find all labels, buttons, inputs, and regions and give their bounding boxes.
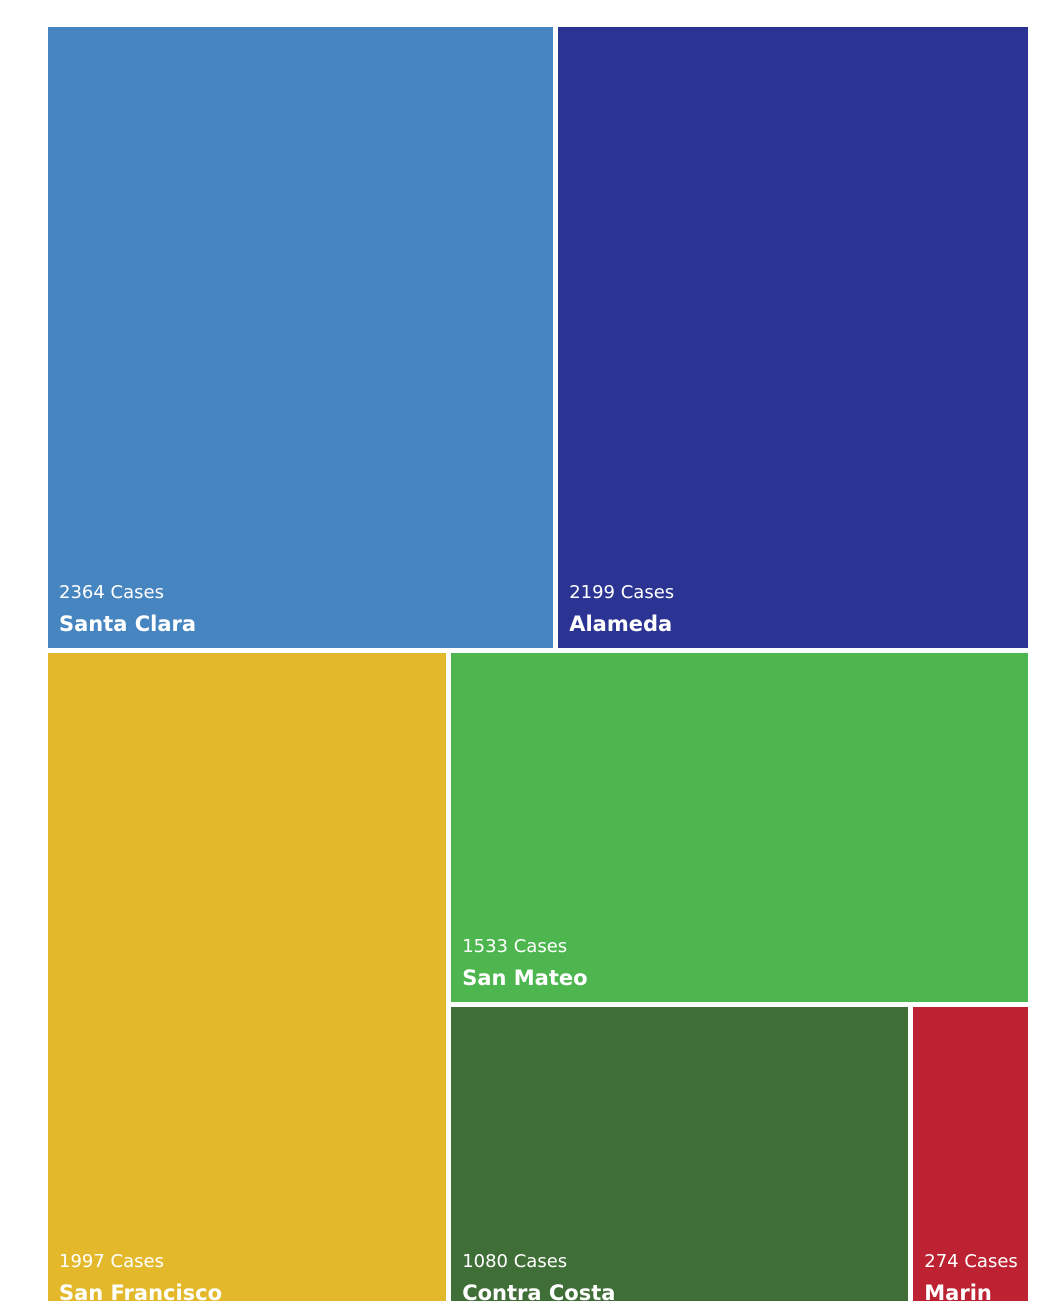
tile-name-label: Santa Clara	[59, 611, 197, 636]
tile-contra-costa: 1080 Cases Contra Costa	[451, 1006, 909, 1301]
tile-count-label: 2364 Cases	[59, 581, 164, 603]
tile-alameda: 2199 Cases Alameda	[558, 27, 1028, 648]
tile-marin: 274 Cases Marin	[913, 1006, 1028, 1301]
tile-santa-clara: 2364 Cases Santa Clara	[48, 27, 554, 648]
tile-san-francisco: 1997 Cases San Francisco	[48, 652, 447, 1301]
tile-name-label: San Mateo	[462, 965, 588, 990]
tile-count-label: 2199 Cases	[569, 581, 675, 603]
tile-count-label: 1533 Cases	[462, 935, 568, 957]
tile-count-label: 1080 Cases	[462, 1250, 568, 1272]
tile-san-mateo: 1533 Cases San Mateo	[451, 652, 1028, 1002]
tile-count-label: 1997 Cases	[59, 1250, 164, 1272]
treemap-chart: 2364 Cases Santa Clara 2199 Cases Alameda 19…	[48, 27, 1028, 1301]
tile-name-label: Marin	[924, 1280, 992, 1301]
tile-count-label: 274 Cases	[924, 1250, 1018, 1272]
tile-name-label: San Francisco	[59, 1280, 223, 1301]
tile-name-label: Contra Costa	[462, 1280, 616, 1301]
tile-name-label: Alameda	[569, 611, 673, 636]
